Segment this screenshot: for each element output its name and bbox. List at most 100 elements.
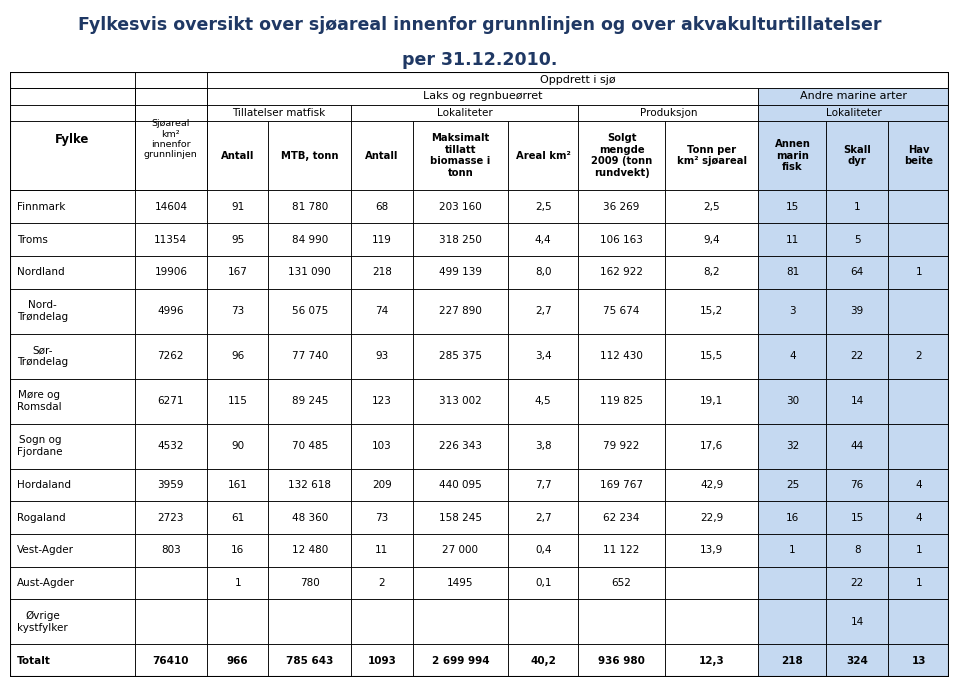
Bar [666,223,759,256]
Bar [412,121,508,190]
Bar [759,599,827,644]
Bar [269,378,351,423]
Bar [135,501,207,534]
Text: 1093: 1093 [367,656,396,666]
Bar [135,121,207,190]
Bar [207,121,269,190]
Text: 79 922: 79 922 [603,441,640,451]
Bar [351,190,412,223]
Text: Antall: Antall [221,150,254,161]
Bar [351,256,412,289]
Bar [269,567,351,599]
Bar [10,334,135,378]
Bar [578,105,759,121]
Text: 32: 32 [785,441,799,451]
Bar [759,534,827,567]
Bar [666,644,759,677]
Bar [351,567,412,599]
Bar [207,423,269,469]
Bar [578,567,666,599]
Text: 19,1: 19,1 [700,396,723,406]
Bar [759,334,827,378]
Bar [207,567,269,599]
Bar [666,423,759,469]
Bar [412,334,508,378]
Text: Andre marine arter: Andre marine arter [801,92,907,101]
Text: Lokaliteter: Lokaliteter [436,107,493,118]
Text: 22: 22 [851,351,864,361]
Bar [508,223,578,256]
Bar [10,469,135,501]
Bar [412,501,508,534]
Bar [207,190,269,223]
Bar [578,469,666,501]
Bar [10,567,135,599]
Bar [269,644,351,677]
Bar [135,567,207,599]
Text: 2: 2 [915,351,922,361]
Text: 5: 5 [854,235,860,244]
Text: Lokaliteter: Lokaliteter [826,107,882,118]
Bar [269,501,351,534]
Bar [10,644,135,677]
Text: 76410: 76410 [152,656,189,666]
Text: 4: 4 [915,480,922,490]
Text: Fylkesvis oversikt over sjøareal innenfor grunnlinjen og over akvakulturtillatel: Fylkesvis oversikt over sjøareal innenfo… [78,16,881,34]
Bar [759,599,827,644]
Bar [827,469,888,501]
Text: 12,3: 12,3 [699,656,725,666]
Bar [827,256,888,289]
Text: 123: 123 [372,396,392,406]
Text: 93: 93 [375,351,388,361]
Bar [759,469,827,501]
Text: 652: 652 [612,578,632,588]
Bar [135,190,207,223]
Bar [10,501,135,534]
Bar [759,378,827,423]
Bar [10,289,135,334]
Bar [10,190,135,223]
Bar [827,501,888,534]
Bar [412,256,508,289]
Text: 2: 2 [379,578,386,588]
Text: 4,4: 4,4 [535,235,551,244]
Bar [412,599,508,644]
Bar [351,567,412,599]
Text: 115: 115 [227,396,247,406]
Bar [135,256,207,289]
Bar [269,534,351,567]
Bar [351,105,578,121]
Text: 15,5: 15,5 [700,351,723,361]
Bar [135,469,207,501]
Bar [666,534,759,567]
Bar [10,534,135,567]
Bar [888,190,949,223]
Bar [207,256,269,289]
Text: Hordaland: Hordaland [17,480,71,490]
Text: 64: 64 [851,267,864,277]
Bar [827,599,888,644]
Bar [207,289,269,334]
Bar [135,599,207,644]
Text: 89 245: 89 245 [292,396,328,406]
Text: 966: 966 [227,656,248,666]
Bar [827,256,888,289]
Text: 19906: 19906 [154,267,187,277]
Bar [207,72,949,88]
Bar [888,223,949,256]
Bar [888,223,949,256]
Bar [578,105,759,121]
Text: 285 375: 285 375 [439,351,482,361]
Bar [207,72,949,88]
Text: Aust-Agder: Aust-Agder [17,578,75,588]
Bar [269,334,351,378]
Bar [888,256,949,289]
Bar [666,534,759,567]
Text: 3: 3 [789,306,796,316]
Text: 2723: 2723 [157,512,184,523]
Bar [207,644,269,677]
Text: 7,7: 7,7 [535,480,551,490]
Text: 73: 73 [375,512,388,523]
Bar [578,190,666,223]
Bar [269,190,351,223]
